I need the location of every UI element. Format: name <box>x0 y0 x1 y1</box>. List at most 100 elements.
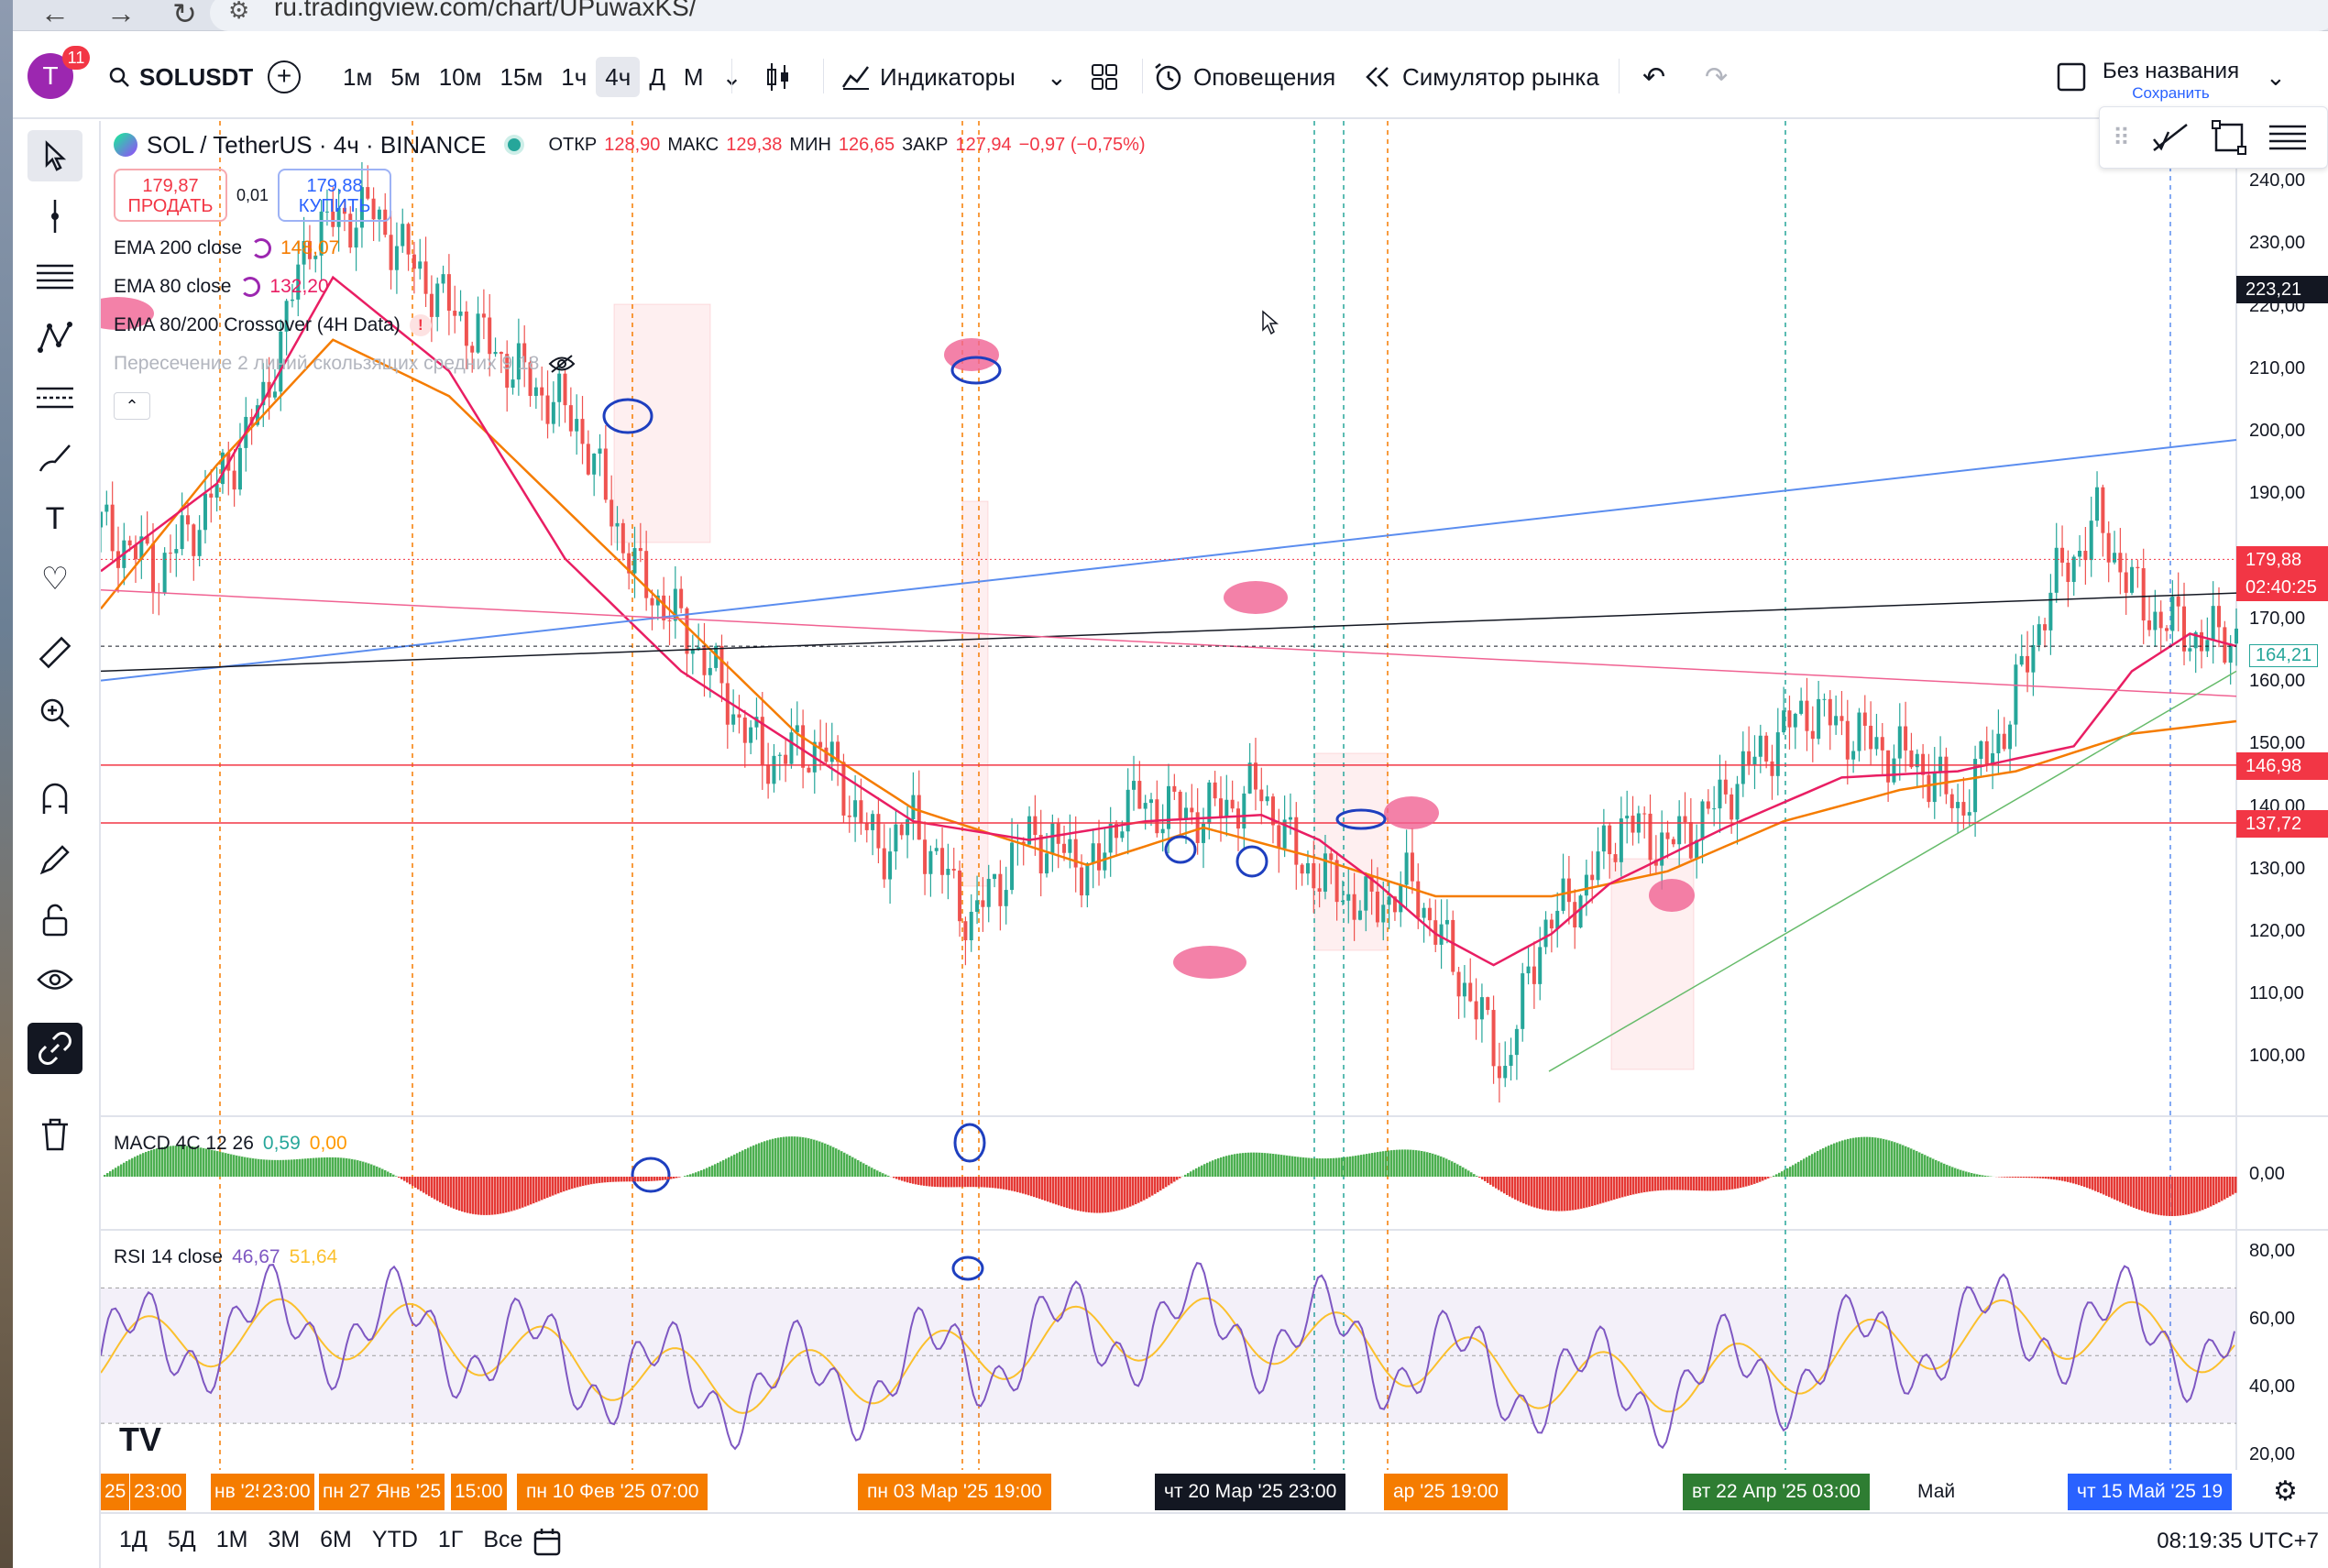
period-1[interactable]: 5Д <box>167 1527 196 1552</box>
chart-canvas[interactable] <box>101 121 2328 1470</box>
indicator-ma-cross[interactable]: Пересечение 2 линий скользящих средних 9… <box>114 350 576 378</box>
candle-body <box>1683 816 1687 823</box>
interval-5[interactable]: 4ч <box>596 57 641 97</box>
period-2[interactable]: 1М <box>215 1527 248 1552</box>
candle-body <box>1497 1066 1501 1079</box>
candle-body <box>829 741 834 762</box>
interval-2[interactable]: 10м <box>438 63 482 91</box>
interval-0[interactable]: 1м <box>343 63 373 91</box>
timezone-clock[interactable]: 08:19:35 UTC+7 <box>2157 1529 2319 1553</box>
interval-6[interactable]: Д <box>649 63 665 91</box>
alerts-button[interactable]: Оповещения <box>1153 57 1335 97</box>
interval-7[interactable]: М <box>683 63 704 91</box>
macd-bar <box>2039 1177 2042 1179</box>
macd-bar <box>893 1177 895 1179</box>
magnet-tool[interactable] <box>27 773 82 825</box>
macd-bar <box>1979 1174 1982 1177</box>
interval-3[interactable]: 15м <box>500 63 544 91</box>
stay-drawing-tool[interactable] <box>27 834 82 885</box>
redo-button[interactable]: ↷ <box>1705 57 1728 97</box>
period-5[interactable]: YTD <box>371 1527 418 1552</box>
layout-name-button[interactable]: Без названия Сохранить <box>2103 59 2239 103</box>
chart-type-button[interactable] <box>764 57 792 97</box>
period-7[interactable]: Все <box>483 1527 523 1552</box>
macd-bar <box>733 1154 736 1177</box>
period-6[interactable]: 1Г <box>437 1527 464 1552</box>
macd-bar <box>326 1157 329 1177</box>
brush-tool[interactable] <box>27 433 82 484</box>
macd-bar <box>1883 1138 1885 1177</box>
interval-4[interactable]: 1ч <box>561 63 587 91</box>
undo-button[interactable]: ↶ <box>1642 57 1665 97</box>
rsi-legend[interactable]: RSI 14 close 46,67 51,64 <box>114 1246 337 1268</box>
time-axis[interactable]: 25 23:00 нв '25 23:00 пн 27 Янв '25 15:00 пн 1… <box>101 1470 2236 1512</box>
macd-bar <box>1069 1177 1071 1209</box>
sell-button[interactable]: 179,87 ПРОДАТЬ <box>114 169 227 222</box>
menu-lines-icon[interactable] <box>2268 121 2308 154</box>
url-text[interactable]: ru.tradingview.com/chart/UPuwaxKS/ <box>274 0 697 21</box>
symbol-title[interactable]: SOL / TetherUS · 4ч · BINANCE <box>147 130 487 159</box>
macd-bar <box>868 1166 871 1177</box>
ema200-line <box>101 338 2237 898</box>
indicator-ema80[interactable]: EMA 80 close 132,20 <box>114 273 329 301</box>
horizontal-lines-tool[interactable] <box>27 251 82 302</box>
indicators-dropdown-chevron[interactable]: ⌄ <box>1047 57 1067 97</box>
trend-line-tool[interactable] <box>27 191 82 242</box>
period-4[interactable]: 6М <box>320 1527 352 1552</box>
macd-bar <box>390 1173 392 1177</box>
eye-crossed-icon[interactable] <box>548 354 576 374</box>
period-0[interactable]: 1Д <box>119 1527 148 1552</box>
layout-menu-chevron[interactable]: ⌄ <box>2266 57 2286 97</box>
layout-icon-button[interactable] <box>2057 57 2086 97</box>
link-tool[interactable] <box>27 1023 82 1074</box>
compare-symbol-button[interactable]: + <box>268 60 301 93</box>
remove-drawings-tool[interactable] <box>27 1109 82 1160</box>
site-settings-icon[interactable]: ⚙ <box>228 0 250 24</box>
indicator-crossover[interactable]: EMA 80/200 Crossover (4H Data) ! <box>114 312 432 339</box>
pattern-tool[interactable] <box>27 312 82 363</box>
text-tool[interactable]: T <box>27 493 82 544</box>
rsi-tick-1: 60,00 <box>2249 1309 2296 1330</box>
layout-save-link[interactable]: Сохранить <box>2132 84 2210 102</box>
indicator-ema200[interactable]: EMA 200 close 148,07 <box>114 235 339 262</box>
prediction-tool[interactable] <box>27 372 82 423</box>
candle-body <box>1294 817 1299 865</box>
zoom-tool[interactable] <box>27 687 82 739</box>
rectangle-icon[interactable] <box>2211 119 2247 156</box>
macd-bar <box>736 1153 739 1177</box>
ruler-tool[interactable] <box>27 627 82 678</box>
back-icon[interactable]: ← <box>40 0 70 29</box>
collapse-legend-button[interactable]: ⌃ <box>114 392 150 420</box>
macd-bar <box>1058 1177 1060 1206</box>
macd-bar <box>1297 1157 1300 1177</box>
forward-icon[interactable]: → <box>106 0 136 29</box>
favorite-tools[interactable]: ♡ <box>27 554 82 605</box>
drag-handle-icon[interactable]: ⠿ <box>2113 123 2131 151</box>
hide-drawings-tool[interactable] <box>27 955 82 1006</box>
replay-button[interactable]: Симулятор рынка <box>1362 57 1599 97</box>
macd-bar <box>2092 1177 2094 1190</box>
chart-settings-icon[interactable]: ⚙ <box>2273 1476 2298 1507</box>
lock-drawings-tool[interactable] <box>27 894 82 946</box>
trend-line-icon[interactable] <box>2150 119 2191 156</box>
macd-bar <box>379 1168 381 1177</box>
templates-button[interactable] <box>1091 57 1118 97</box>
address-bar[interactable]: ⚙ ru.tradingview.com/chart/UPuwaxKS/ <box>210 0 2328 31</box>
interval-1[interactable]: 5м <box>390 63 421 91</box>
symbol-search-button[interactable]: SOLUSDT <box>108 59 253 95</box>
candle-body <box>871 814 875 830</box>
macd-bar <box>541 1177 544 1201</box>
macd-bar <box>1300 1157 1302 1177</box>
period-3[interactable]: 3М <box>268 1527 301 1552</box>
warning-icon[interactable]: ! <box>409 314 432 336</box>
macd-bar <box>1443 1157 1445 1177</box>
tradingview-logo[interactable]: TV <box>119 1420 162 1458</box>
goto-date-icon[interactable] <box>532 1527 563 1565</box>
buy-button[interactable]: 179,88 КУПИТЬ <box>278 169 392 222</box>
reload-icon[interactable]: ↻ <box>172 0 197 30</box>
macd-bar <box>150 1149 153 1177</box>
indicators-button[interactable]: Индикаторы <box>841 57 1016 97</box>
macd-bar <box>494 1177 497 1215</box>
macd-legend[interactable]: MACD 4C 12 26 0,59 0,00 <box>114 1133 347 1155</box>
cursor-tool[interactable] <box>27 130 82 181</box>
